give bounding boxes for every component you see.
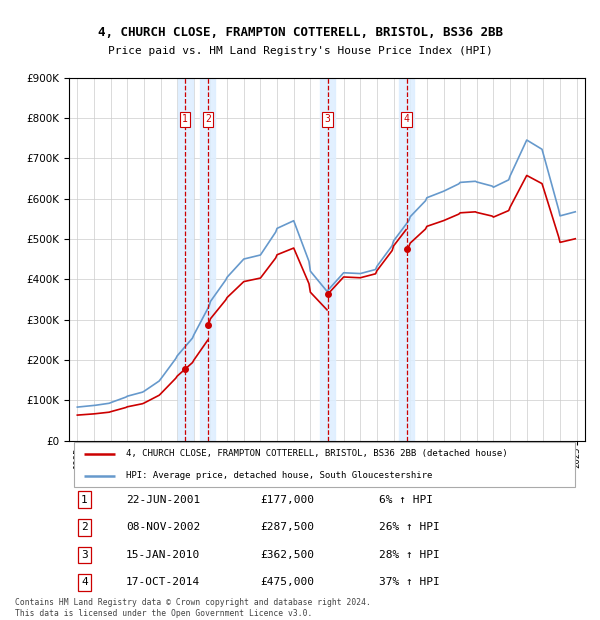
Text: 2: 2 <box>205 114 211 124</box>
Text: 2: 2 <box>81 522 88 533</box>
Text: 1: 1 <box>81 495 88 505</box>
Text: 4: 4 <box>81 577 88 587</box>
Text: Price paid vs. HM Land Registry's House Price Index (HPI): Price paid vs. HM Land Registry's House … <box>107 46 493 56</box>
Text: 6% ↑ HPI: 6% ↑ HPI <box>379 495 433 505</box>
Bar <box>200 78 215 441</box>
Text: HPI: Average price, detached house, South Gloucestershire: HPI: Average price, detached house, Sout… <box>126 471 432 480</box>
Text: 08-NOV-2002: 08-NOV-2002 <box>126 522 200 533</box>
FancyBboxPatch shape <box>74 441 575 487</box>
Text: 22-JUN-2001: 22-JUN-2001 <box>126 495 200 505</box>
Bar <box>320 78 335 441</box>
Text: £287,500: £287,500 <box>260 522 314 533</box>
Text: 28% ↑ HPI: 28% ↑ HPI <box>379 550 439 560</box>
Text: 1: 1 <box>182 114 188 124</box>
Text: £177,000: £177,000 <box>260 495 314 505</box>
Text: £362,500: £362,500 <box>260 550 314 560</box>
Bar <box>399 78 414 441</box>
Text: 3: 3 <box>81 550 88 560</box>
Text: 17-OCT-2014: 17-OCT-2014 <box>126 577 200 587</box>
Text: 15-JAN-2010: 15-JAN-2010 <box>126 550 200 560</box>
Text: 4, CHURCH CLOSE, FRAMPTON COTTERELL, BRISTOL, BS36 2BB: 4, CHURCH CLOSE, FRAMPTON COTTERELL, BRI… <box>97 26 503 39</box>
Text: Contains HM Land Registry data © Crown copyright and database right 2024.
This d: Contains HM Land Registry data © Crown c… <box>15 598 371 618</box>
Text: 3: 3 <box>325 114 331 124</box>
Text: 4: 4 <box>404 114 410 124</box>
Text: £475,000: £475,000 <box>260 577 314 587</box>
Text: 37% ↑ HPI: 37% ↑ HPI <box>379 577 439 587</box>
Bar <box>178 78 193 441</box>
Text: 4, CHURCH CLOSE, FRAMPTON COTTERELL, BRISTOL, BS36 2BB (detached house): 4, CHURCH CLOSE, FRAMPTON COTTERELL, BRI… <box>126 450 508 458</box>
Text: 26% ↑ HPI: 26% ↑ HPI <box>379 522 439 533</box>
